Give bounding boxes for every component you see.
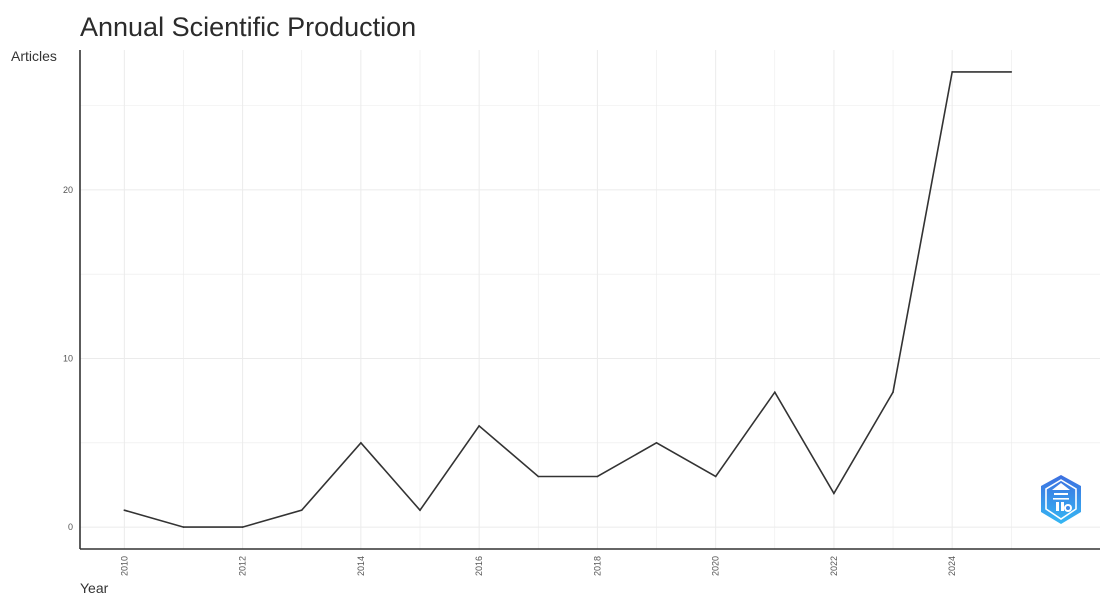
x-tick-label: 2012 <box>238 556 248 576</box>
grid-lines <box>80 50 1100 549</box>
series-layer <box>123 71 1013 528</box>
y-axis-label: Articles <box>11 48 57 64</box>
data-point <box>419 509 421 512</box>
x-tick-label: 2010 <box>119 556 129 576</box>
data-point <box>892 391 894 394</box>
bibliometrix-logo <box>1039 474 1083 526</box>
data-point <box>833 492 835 495</box>
series-line <box>124 71 1012 528</box>
y-tick-label: 0 <box>68 522 73 532</box>
y-tick-label: 20 <box>63 185 73 195</box>
x-tick-label: 2016 <box>474 556 484 576</box>
x-tick-label: 2018 <box>592 556 602 576</box>
x-tick-label: 2022 <box>829 556 839 576</box>
y-tick-label: 10 <box>63 354 73 364</box>
data-point <box>182 526 185 528</box>
data-point <box>123 509 126 512</box>
data-point <box>596 475 599 478</box>
chart-title: Annual Scientific Production <box>80 12 417 42</box>
x-axis-label: Year <box>80 580 109 596</box>
data-point <box>478 425 480 427</box>
data-point <box>1010 71 1013 73</box>
data-point <box>774 391 776 394</box>
tick-labels: 0 10 20 2010 2012 2014 2016 2018 2020 2022 2024 <box>63 185 957 576</box>
data-point <box>537 475 540 478</box>
data-point <box>655 442 658 444</box>
data-point <box>360 442 362 444</box>
x-tick-label: 2020 <box>711 556 721 576</box>
data-point <box>951 71 953 73</box>
axes <box>79 50 1100 550</box>
data-point <box>241 526 244 528</box>
x-tick-label: 2024 <box>947 556 957 576</box>
data-point <box>714 475 717 478</box>
data-point <box>300 509 303 512</box>
x-tick-label: 2014 <box>356 556 366 576</box>
